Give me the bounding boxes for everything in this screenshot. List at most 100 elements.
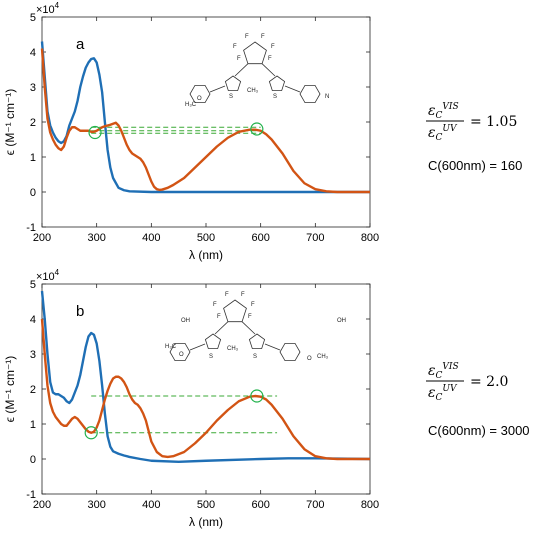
x-tick-label: 700 (306, 499, 324, 511)
x-tick-label: 700 (306, 232, 324, 244)
y-tick-label: 0 (30, 454, 36, 466)
molecule-atom-label: O (307, 356, 312, 362)
molecule-benzene (279, 342, 301, 362)
ratio-value: = 2.0 (470, 374, 508, 390)
ratio-numerator-sup: VIS (442, 362, 458, 372)
molecule-atom-label: F (271, 44, 275, 50)
y-tick-label: 3 (30, 349, 36, 361)
molecule-benzene (169, 342, 191, 362)
molecule-thiophene (248, 333, 266, 349)
y-tick-label: -1 (26, 489, 36, 501)
highlight-circle-marker (84, 426, 98, 440)
y-tick-label: 5 (30, 279, 36, 291)
molecule-atom-label: H₃C (165, 344, 177, 350)
panel-letter: b (76, 303, 84, 320)
molecule-atom-label: O (179, 352, 184, 358)
chart-panel-b: 200 300 400 500 600 700 800 -1 0 1 2 3 4 5×104 λ (nm) ϵ… (3, 268, 379, 529)
ratio-denominator: εCUV (428, 124, 458, 143)
axis-exponent: ×104 (36, 1, 60, 16)
molecule-bond (214, 321, 229, 335)
y-tick-label: -1 (26, 222, 36, 234)
ratio-numerator-sub: C (436, 111, 443, 121)
y-tick-label: 5 (30, 12, 36, 24)
x-tick-label: 200 (33, 499, 51, 511)
y-tick-label: 1 (30, 419, 36, 431)
annotation-a: εCVIS εCUV = 1.05 C(600nm) = 160 (426, 102, 522, 173)
molecule-atom-label: F (241, 292, 245, 298)
series-line-blue (40, 290, 371, 463)
molecule-bond (234, 63, 249, 77)
molecule-atom-label: CH₃ (227, 346, 239, 352)
y-tick-label: 0 (30, 187, 36, 199)
c-600nm-value: C(600nm) = 3000 (428, 423, 530, 438)
molecule-atom-label: F (225, 292, 229, 298)
molecule-atom-label: H₃C (185, 102, 197, 108)
axis-exponent-power: 4 (55, 268, 60, 277)
ratio-numerator-sub: C (436, 371, 443, 381)
ratio-denominator-sup: UV (442, 124, 458, 134)
x-tick-label: 300 (87, 499, 105, 511)
molecule-atom-label: S (253, 354, 257, 360)
axis-exponent-power: 4 (55, 1, 60, 10)
x-tick-label: 800 (361, 232, 379, 244)
x-tick-label: 400 (142, 499, 160, 511)
molecule-atom-label: F (213, 302, 217, 308)
y-tick-label: 2 (30, 117, 36, 129)
y-tick-label: 1 (30, 152, 36, 164)
molecule-atom-label: F (261, 34, 265, 40)
molecule-atom-label: S (209, 354, 213, 360)
x-tick-label: 600 (251, 232, 269, 244)
molecule-bond (241, 321, 256, 335)
molecule-thiophene (204, 333, 222, 349)
molecule-atom-label: F (237, 56, 241, 62)
annotation-b: εCVIS εCUV = 2.0 C(600nm) = 3000 (426, 362, 530, 438)
y-tick-label: 4 (30, 314, 36, 326)
molecule-atom-label: N (325, 94, 329, 100)
plot-frame (41, 16, 371, 228)
series-line-orange (40, 318, 370, 461)
molecule-thiophene (268, 75, 286, 91)
molecule-atom-label: F (217, 314, 221, 320)
molecule-atom-label: F (268, 56, 272, 62)
molecule-atom-label: F (233, 44, 237, 50)
y-tick-label: 4 (30, 47, 36, 59)
axis-exponent: ×104 (36, 268, 60, 283)
molecule-benzene (189, 84, 211, 104)
ratio-numerator: εCVIS (428, 362, 459, 381)
molecule-bond (261, 63, 276, 77)
highlight-circle-marker (250, 122, 264, 136)
molecule-bond (264, 343, 281, 351)
chart-panel-a: 200 300 400 500 600 700 800 -1 0 1 2 3 4 5×104 λ (nm) ϵ… (3, 1, 379, 262)
molecule-atom-label: CH₃ (317, 354, 329, 360)
x-tick-label: 300 (87, 232, 105, 244)
molecule-thiophene (224, 75, 242, 91)
series-line-orange (40, 48, 370, 194)
molecule-atom-label: CH₃ (247, 88, 259, 94)
molecule-atom-label: S (273, 94, 277, 100)
ratio-numerator-sup: VIS (442, 102, 458, 112)
highlight-circle-marker (88, 125, 102, 140)
molecule-atom-label: F (248, 314, 252, 320)
plot-frame (41, 283, 371, 495)
ratio-value: = 1.05 (470, 114, 517, 130)
y-axis-label: ϵ (M⁻¹ cm⁻¹) (3, 89, 17, 156)
molecule-atom-label: S (229, 94, 233, 100)
molecule-atom-label: OH (337, 318, 346, 324)
ratio-denominator-sub: C (436, 393, 443, 403)
molecule-bond (189, 343, 206, 351)
x-tick-label: 200 (33, 232, 51, 244)
molecule-ring (243, 41, 267, 65)
series-line-blue (40, 41, 370, 194)
y-tick-label: 3 (30, 82, 36, 94)
x-tick-label: 800 (361, 499, 379, 511)
molecule-atom-label: O (197, 96, 202, 102)
ratio-denominator-sup: UV (442, 384, 458, 394)
ratio-denominator: εCUV (428, 384, 458, 403)
x-tick-label: 600 (251, 499, 269, 511)
highlight-circle-marker (250, 389, 264, 403)
y-axis-label: ϵ (M⁻¹ cm⁻¹) (3, 356, 17, 423)
molecule-bond (284, 85, 301, 93)
